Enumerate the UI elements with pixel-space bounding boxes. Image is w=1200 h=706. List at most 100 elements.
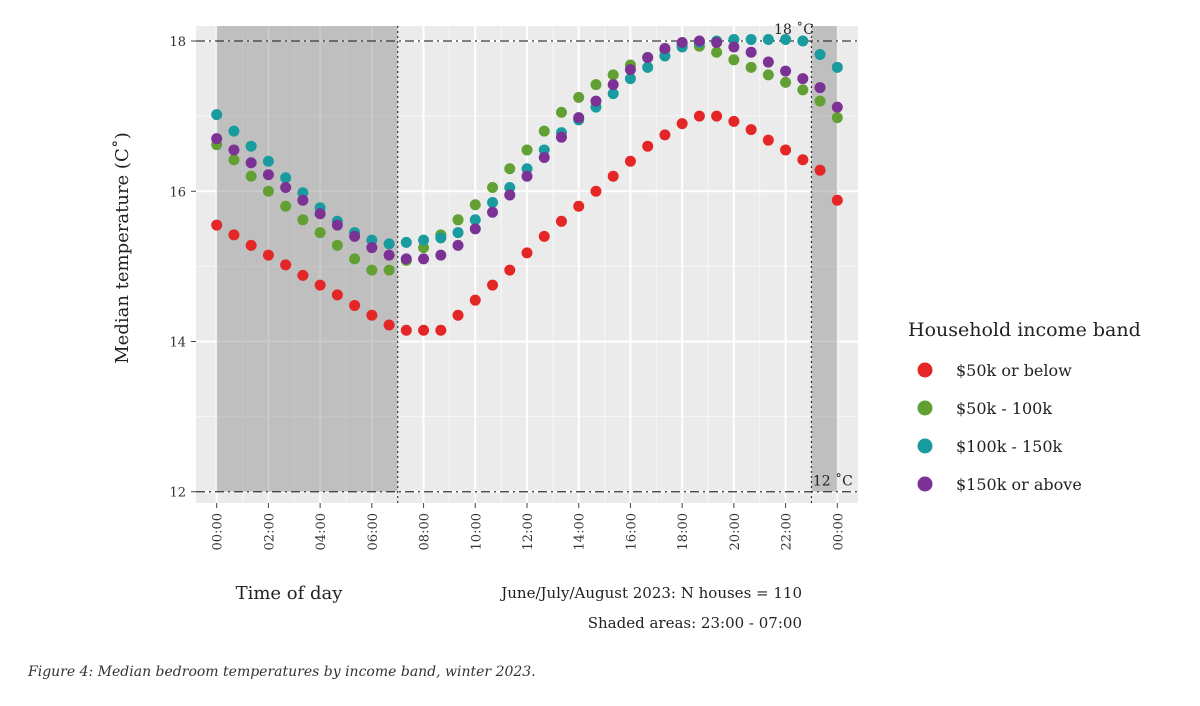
- data-point: [418, 253, 430, 265]
- data-point: [383, 264, 395, 276]
- legend-title: Household income band: [908, 319, 1141, 341]
- x-axis-title: Time of day: [236, 583, 344, 604]
- data-point: [211, 133, 223, 145]
- data-point: [504, 163, 516, 175]
- data-point: [814, 49, 826, 61]
- data-point: [711, 110, 723, 122]
- x-tick-label: 18:00: [676, 513, 691, 550]
- data-point: [745, 124, 757, 136]
- data-point: [538, 125, 550, 137]
- data-point: [555, 106, 567, 118]
- data-point: [607, 88, 619, 100]
- data-point: [607, 69, 619, 81]
- data-point: [280, 259, 292, 271]
- data-point: [297, 269, 309, 281]
- legend: Household income band $50k or below $50k …: [908, 319, 1141, 494]
- data-point: [728, 115, 740, 127]
- data-point: [280, 200, 292, 212]
- data-point: [245, 157, 257, 169]
- data-point: [297, 214, 309, 226]
- legend-swatch: [917, 362, 933, 378]
- data-point: [418, 324, 430, 336]
- data-point: [331, 239, 343, 251]
- data-point: [400, 253, 412, 265]
- data-point: [435, 324, 447, 336]
- data-point: [642, 52, 654, 64]
- data-point: [228, 144, 240, 156]
- data-point: [469, 214, 481, 226]
- plot-area: 18 ˚C 12 ˚C 12 14 16 18 00:00 02:00 04:00 06:00 08…: [169, 21, 858, 550]
- data-point: [711, 37, 723, 49]
- data-point: [366, 264, 378, 276]
- data-point: [314, 279, 326, 291]
- data-point: [228, 229, 240, 241]
- data-point: [228, 125, 240, 137]
- x-tick-label: 22:00: [780, 513, 795, 550]
- legend-swatch: [917, 438, 933, 454]
- data-point: [573, 112, 585, 124]
- data-point: [831, 101, 843, 113]
- data-point: [762, 34, 774, 46]
- x-tick-label: 00:00: [211, 513, 226, 550]
- data-point: [814, 82, 826, 94]
- reference-label-18: 18 ˚C: [774, 21, 814, 38]
- data-point: [331, 219, 343, 231]
- legend-label: $100k - 150k: [956, 437, 1063, 456]
- data-point: [452, 214, 464, 226]
- data-point: [418, 234, 430, 246]
- data-point: [504, 264, 516, 276]
- data-point: [452, 309, 464, 321]
- data-point: [487, 197, 499, 209]
- data-point: [831, 61, 843, 73]
- data-point: [797, 73, 809, 85]
- data-point: [659, 129, 671, 141]
- x-tick-label: 12:00: [521, 513, 536, 550]
- data-point: [211, 219, 223, 231]
- x-tick-label: 06:00: [366, 513, 381, 550]
- data-point: [245, 239, 257, 251]
- data-point: [538, 230, 550, 242]
- shaded-note: Shaded areas: 23:00 - 07:00: [588, 614, 802, 632]
- data-point: [211, 109, 223, 121]
- data-point: [573, 200, 585, 212]
- y-tick-label: 18: [169, 35, 186, 50]
- data-point: [780, 76, 792, 88]
- data-point: [745, 34, 757, 46]
- data-point: [693, 35, 705, 47]
- data-point: [642, 140, 654, 152]
- data-point: [262, 155, 274, 167]
- data-point: [245, 170, 257, 182]
- data-point: [280, 182, 292, 194]
- x-tick-label: 04:00: [314, 513, 329, 550]
- legend-label: $50k or below: [956, 361, 1072, 380]
- data-point: [555, 131, 567, 143]
- legend-swatch: [917, 476, 933, 492]
- data-point: [676, 118, 688, 130]
- legend-swatch: [917, 400, 933, 416]
- data-point: [400, 236, 412, 248]
- data-point: [400, 324, 412, 336]
- data-point: [487, 206, 499, 218]
- data-point: [780, 34, 792, 46]
- data-point: [728, 41, 740, 53]
- data-point: [504, 189, 516, 201]
- data-point: [607, 79, 619, 91]
- data-point: [780, 144, 792, 156]
- y-tick-label: 14: [169, 335, 186, 350]
- data-point: [487, 182, 499, 194]
- data-point: [469, 223, 481, 235]
- data-point: [521, 144, 533, 156]
- data-point: [797, 35, 809, 47]
- data-point: [521, 170, 533, 182]
- y-axis-title: Median temperature (C˚): [111, 132, 133, 364]
- x-tick-label: 00:00: [831, 513, 846, 550]
- data-point: [228, 154, 240, 166]
- data-point: [349, 299, 361, 311]
- data-point: [331, 289, 343, 301]
- data-point: [555, 215, 567, 227]
- data-point: [435, 249, 447, 261]
- shaded-period: [216, 26, 398, 492]
- data-point: [262, 249, 274, 261]
- data-point: [262, 169, 274, 181]
- x-tick-label: 16:00: [624, 513, 639, 550]
